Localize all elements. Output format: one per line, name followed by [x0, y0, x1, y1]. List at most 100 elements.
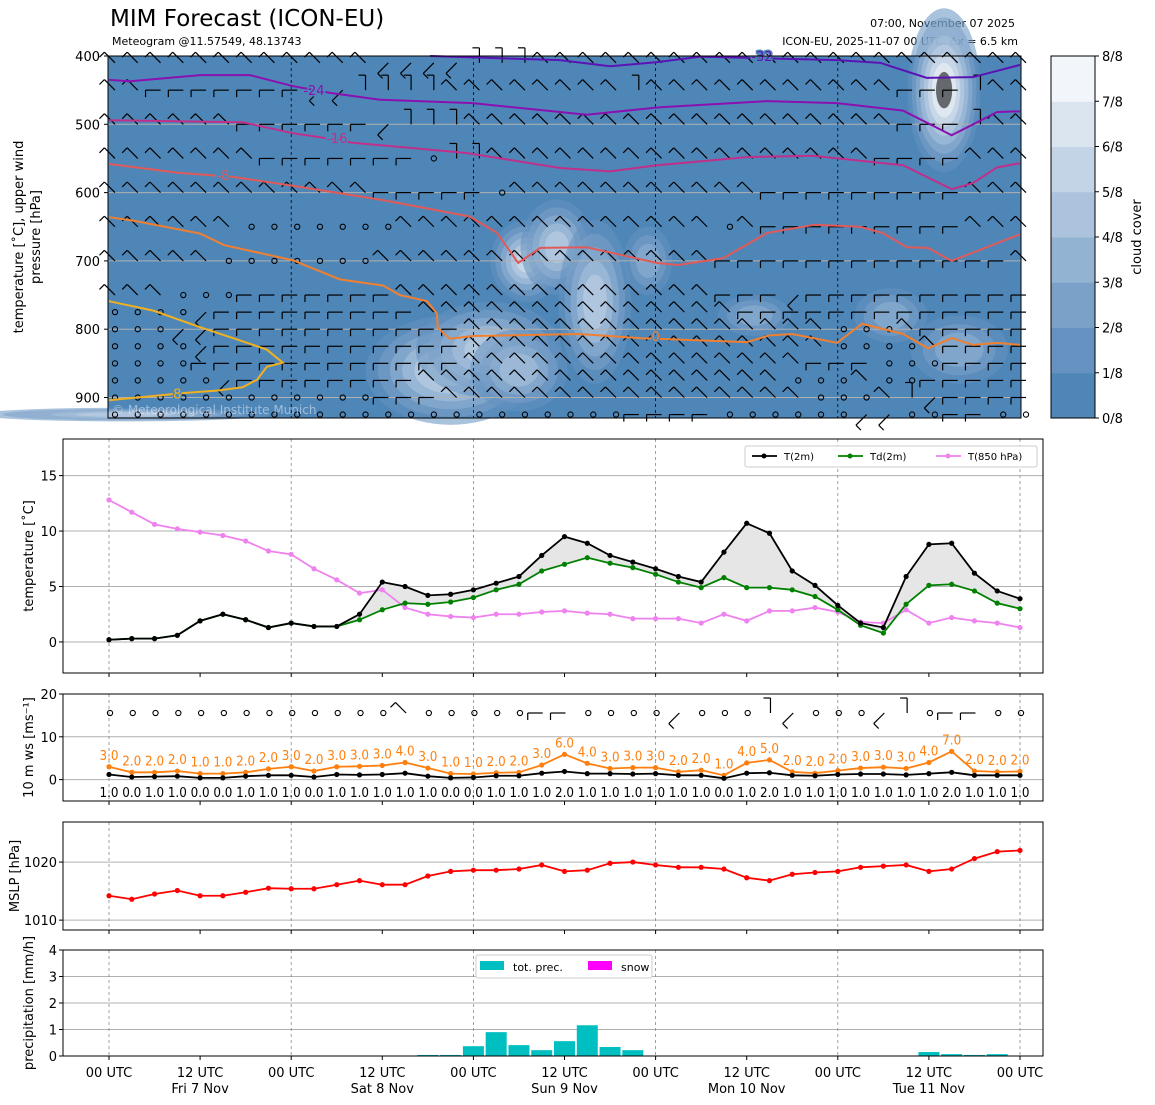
barb-shaft [354, 181, 366, 194]
wind-barb [713, 147, 731, 159]
t2m-point [197, 618, 203, 624]
barb-flag [577, 386, 584, 393]
t2m-point [220, 611, 226, 617]
calm-wind-circle [271, 394, 278, 401]
wind-barb [213, 311, 229, 320]
barb-flag [217, 390, 224, 397]
barb-flag [850, 113, 857, 120]
wind-barb [554, 147, 571, 159]
colorbar-band [1051, 146, 1095, 193]
barb-shaft [605, 113, 617, 125]
barb-shaft [992, 79, 1004, 91]
wind-barb [212, 215, 230, 228]
barb-shaft [422, 249, 435, 262]
wind-barb [349, 157, 366, 166]
barb-shaft [149, 284, 161, 296]
wind-barb [349, 181, 366, 194]
wind-speed-value-label: 0.0 [464, 786, 483, 801]
barb-shaft [605, 284, 617, 296]
wind-barb [577, 215, 594, 228]
mslp-point [356, 878, 363, 884]
wind-barb [896, 89, 913, 98]
barb-flag [554, 79, 561, 85]
wind-speed-point [379, 771, 385, 778]
mslp-point [812, 869, 818, 876]
barb-flag [736, 79, 743, 85]
wind-barb [873, 294, 890, 303]
wind-barb [964, 147, 981, 159]
calm-wind-circle [476, 411, 483, 418]
td2m-point [448, 599, 454, 605]
gust-point [766, 757, 773, 763]
calm-wind-circle [840, 377, 847, 384]
barb-shaft [627, 284, 640, 296]
wind-barb [121, 113, 139, 125]
y-axis-label: temperature [˚C] [21, 500, 37, 612]
wind-barb [463, 79, 480, 91]
wind-barb [327, 362, 343, 371]
barb-flag [645, 215, 652, 222]
barb-flag [508, 369, 515, 376]
t850-point [698, 620, 704, 626]
x-tick-label: 12 UTC [906, 1066, 952, 1081]
barb-flag [531, 181, 538, 188]
wind-barb [463, 352, 480, 364]
wind-barb [736, 369, 754, 381]
barb-shaft [468, 318, 480, 330]
wind-barb [691, 369, 708, 381]
barb-flag [167, 147, 174, 154]
barb-flag [713, 113, 720, 120]
barb-shaft [605, 51, 617, 64]
wind-barb [645, 369, 663, 381]
wind-speed-value-label: 1.0 [282, 786, 301, 801]
barb-flag [554, 215, 561, 222]
barb-flag [99, 181, 105, 188]
calm-wind-circle [248, 257, 255, 265]
location-subtitle: Meteogram @11.57549, 48.13743 [112, 35, 302, 48]
wind-barb [190, 362, 207, 371]
wind-barb [691, 249, 708, 262]
barb-flag [463, 369, 470, 376]
barb-flag [190, 215, 196, 222]
barb-shaft [741, 79, 754, 91]
isotherm-label: -24 [303, 84, 324, 99]
wind-barb [964, 345, 981, 354]
barb-shaft [582, 284, 594, 296]
calm-wind-circle [180, 360, 187, 367]
wind-barb [759, 79, 776, 91]
barb-shaft [559, 318, 571, 330]
barb-shaft [901, 51, 913, 64]
t2m-point [766, 530, 773, 536]
wind-barb [167, 215, 184, 228]
barb-flag [600, 79, 606, 85]
wind-barb [281, 328, 298, 337]
wind-barb [622, 284, 640, 296]
calm-wind-circle [931, 360, 939, 367]
t850-point [971, 618, 978, 624]
barb-shaft [764, 335, 776, 347]
barb-flag [873, 113, 880, 120]
wind-barb [144, 249, 161, 262]
calm-wind-circle [726, 411, 734, 418]
wind-speed-value-label: 1.0 [1011, 786, 1030, 801]
calm-wind-circle [612, 411, 620, 418]
barb-flag [212, 147, 219, 154]
wind-speed-point [311, 774, 317, 780]
isotherm-label: -8 [216, 169, 229, 184]
barb-shaft [696, 318, 708, 330]
legend-label: T(850 hPa) [967, 452, 1022, 463]
barb-flag [377, 134, 384, 141]
x-tick-label: 00 UTC [268, 1066, 314, 1081]
wind-barb [668, 369, 685, 381]
wind-barb [449, 108, 458, 125]
wind-barb [486, 249, 503, 262]
td2m-point [744, 585, 750, 591]
td2m-point [971, 588, 978, 594]
wind-barb [258, 379, 275, 388]
gust-value-label: 4.0 [737, 745, 756, 760]
barb-shaft [718, 301, 731, 313]
barb-flag [759, 147, 766, 154]
calm-wind-circle [886, 377, 893, 384]
barb-flag [417, 369, 424, 376]
gust-point [356, 763, 363, 769]
